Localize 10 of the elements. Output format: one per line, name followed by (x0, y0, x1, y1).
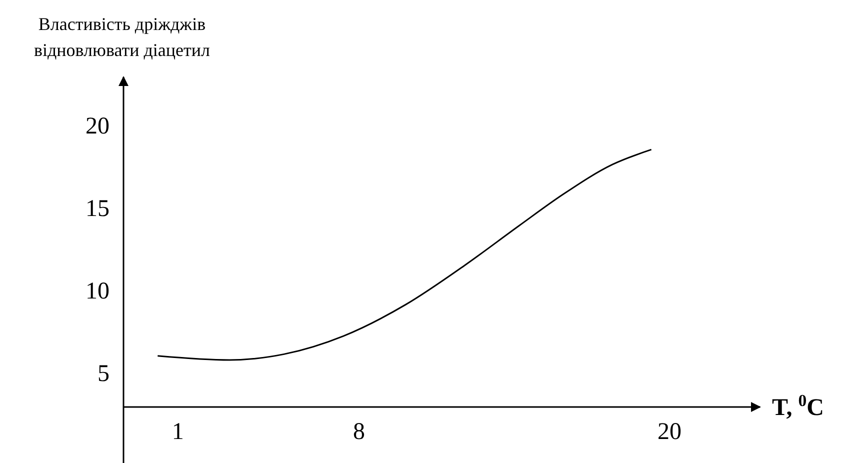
x-tick-label: 1 (172, 419, 184, 445)
y-axis-title: Властивість дріжджів відновлювати діацетил (34, 14, 210, 60)
x-tick-label: 20 (657, 419, 682, 445)
x-tick-label: 8 (352, 419, 365, 445)
y-tick-label: 20 (86, 114, 110, 140)
y-tick-label: 15 (86, 196, 110, 222)
y-tick-label: 10 (86, 278, 110, 304)
y-tick-label: 5 (98, 361, 110, 387)
x-axis-title: T, $^{0}$C (772, 390, 824, 421)
line-series (156, 148, 652, 361)
